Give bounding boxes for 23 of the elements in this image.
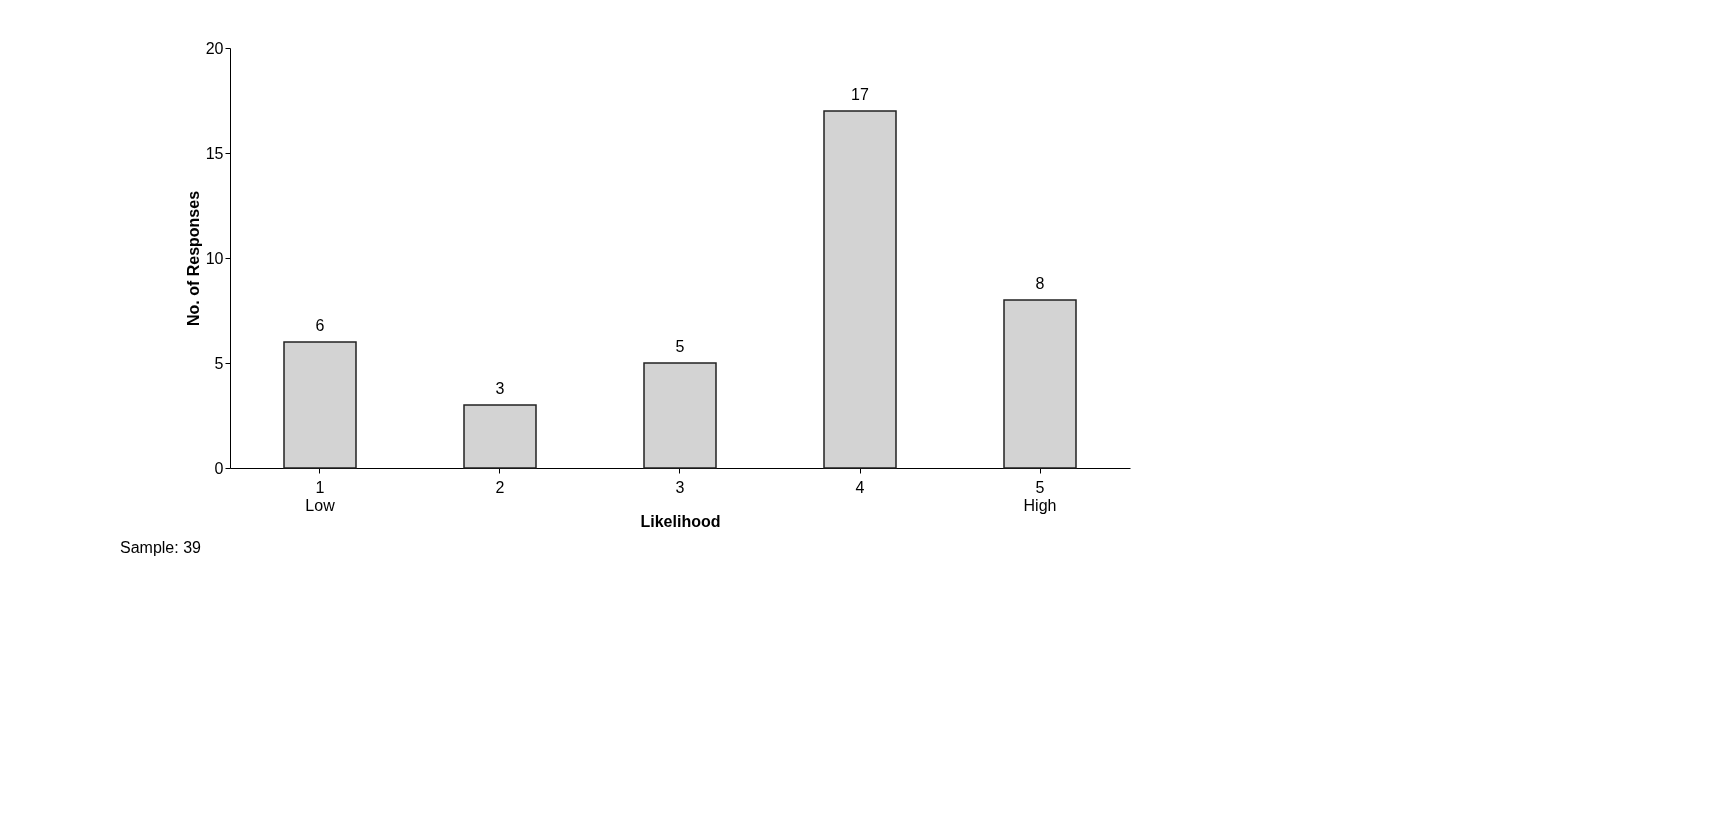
x-tick-label: 2 — [495, 478, 505, 496]
bar — [643, 362, 717, 469]
y-tick-label: 5 — [214, 354, 224, 372]
data-label: 8 — [1035, 275, 1045, 292]
y-axis-title: No. of Responses — [184, 190, 202, 327]
data-label: 3 — [495, 380, 505, 397]
bar — [823, 110, 897, 469]
x-tick-label: 4 — [855, 478, 865, 496]
data-label: 5 — [675, 338, 685, 355]
data-label: 17 — [851, 86, 869, 103]
bar — [1003, 299, 1077, 469]
data-label: 6 — [315, 317, 325, 334]
x-tick-label: 3 — [675, 478, 685, 496]
bar — [463, 404, 537, 469]
y-tick-label: 0 — [214, 459, 224, 477]
x-tick-label: 1 Low — [305, 478, 336, 514]
y-tick-label: 10 — [205, 249, 224, 267]
x-axis-title: Likelihood — [640, 512, 721, 530]
y-tick-label: 20 — [205, 39, 224, 57]
bar — [283, 341, 357, 469]
y-tick-label: 15 — [205, 144, 224, 162]
text: Sample: 39 — [120, 539, 202, 556]
x-tick-label: 5 High — [1023, 478, 1057, 514]
